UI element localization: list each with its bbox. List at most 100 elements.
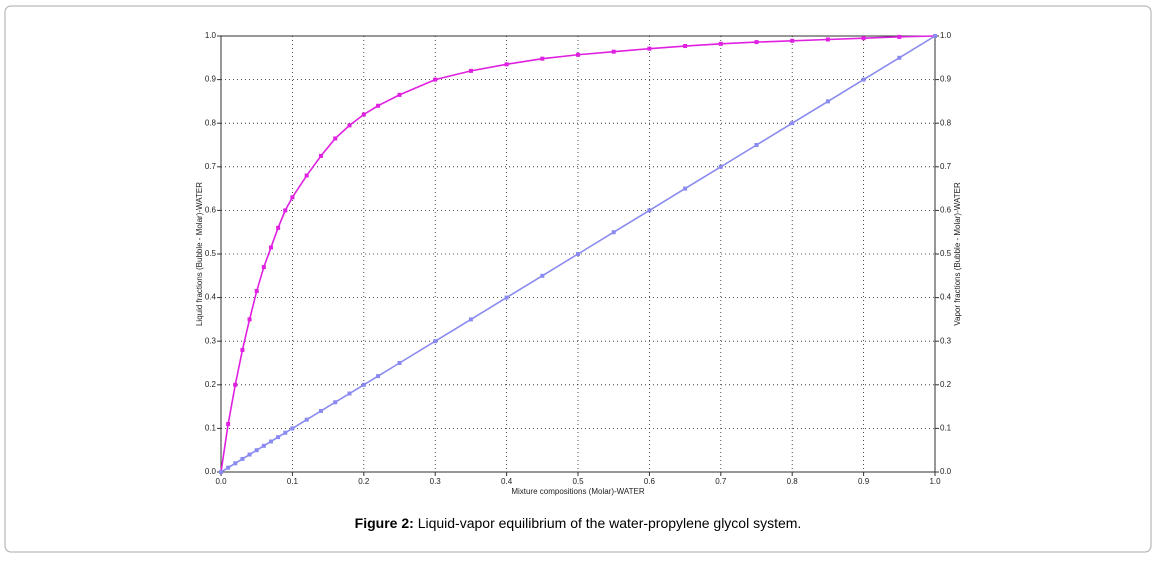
x-tick-label: 0.6 (644, 477, 656, 486)
x-tick-label: 0.5 (572, 477, 584, 486)
point-marker (647, 46, 652, 51)
point-marker (468, 68, 473, 73)
point-marker (276, 225, 281, 230)
point-marker (219, 470, 223, 474)
point-marker (861, 36, 866, 41)
point-marker (504, 62, 509, 67)
y-tick-label: 0.6 (205, 206, 217, 215)
y2-tick-label: 0.2 (940, 380, 952, 389)
y-tick-label: 0.8 (205, 118, 217, 127)
point-marker (261, 443, 266, 448)
x-tick-label: 0.7 (715, 477, 727, 486)
point-marker (790, 38, 795, 43)
point-marker (254, 448, 259, 453)
point-marker (576, 252, 580, 256)
point-marker (433, 77, 438, 82)
caption-text: Liquid-vapor equilibrium of the water-pr… (418, 515, 802, 531)
x-axis-label: Mixture compositions (Molar)-WATER (511, 487, 645, 496)
point-marker (290, 195, 295, 200)
x-tick-label: 0.3 (430, 477, 442, 486)
point-marker (647, 208, 652, 213)
point-marker (347, 391, 352, 396)
y-tick-label: 1.0 (205, 31, 217, 40)
caption: Figure 2: Liquid-vapor equilibrium of th… (355, 515, 802, 531)
y2-tick-label: 1.0 (940, 31, 952, 40)
point-marker (347, 123, 352, 128)
x-tick-label: 0.2 (358, 477, 370, 486)
point-marker (611, 49, 616, 54)
point-marker (504, 295, 509, 300)
y-tick-label: 0.5 (205, 249, 217, 258)
point-marker (825, 99, 830, 104)
point-marker (933, 34, 937, 38)
point-marker (240, 347, 245, 352)
point-marker (283, 208, 288, 213)
y2-tick-label: 0.4 (940, 293, 952, 302)
point-marker (247, 317, 252, 322)
point-marker (233, 461, 238, 466)
point-marker (240, 456, 245, 461)
point-marker (361, 112, 366, 117)
y-tick-label: 0.3 (205, 336, 217, 345)
point-marker (897, 34, 902, 39)
point-marker (540, 56, 545, 61)
point-marker (290, 426, 295, 431)
point-marker (318, 153, 323, 158)
y2-tick-label: 0.8 (940, 118, 952, 127)
point-marker (790, 121, 795, 126)
point-marker (754, 40, 759, 45)
y2-tick-label: 0.5 (940, 249, 952, 258)
point-marker (226, 422, 231, 427)
point-marker (397, 92, 402, 97)
point-marker (261, 265, 266, 270)
point-marker (540, 273, 545, 278)
point-marker (304, 417, 309, 422)
caption-label: Figure 2: (355, 515, 414, 531)
point-marker (268, 439, 273, 444)
point-marker (718, 164, 723, 169)
y-tick-label: 0.9 (205, 75, 217, 84)
x-tick-label: 1.0 (929, 477, 941, 486)
point-marker (376, 374, 381, 379)
y2-tick-label: 0.0 (940, 467, 952, 476)
point-marker (897, 55, 902, 60)
y-tick-label: 0.2 (205, 380, 217, 389)
point-marker (433, 339, 438, 344)
x-tick-label: 0.0 (215, 477, 227, 486)
point-marker (318, 408, 323, 413)
point-marker (304, 173, 309, 178)
point-marker (254, 289, 259, 294)
y2-tick-label: 0.1 (940, 424, 952, 433)
point-marker (276, 435, 281, 440)
x-tick-label: 0.4 (501, 477, 513, 486)
y-tick-label: 0.0 (205, 467, 217, 476)
point-marker (861, 77, 866, 82)
x-tick-label: 0.1 (287, 477, 299, 486)
y2-tick-label: 0.6 (940, 206, 952, 215)
point-marker (247, 452, 252, 457)
point-marker (283, 430, 288, 435)
point-marker (268, 245, 273, 250)
point-marker (576, 52, 580, 57)
y-tick-label: 0.7 (205, 162, 217, 171)
point-marker (754, 143, 759, 147)
point-marker (611, 230, 616, 235)
y2-tick-label: 0.3 (940, 336, 952, 345)
y2-axis-label: Vapor fractions (Bubble - Molar)-WATER (953, 182, 962, 326)
point-marker (397, 361, 402, 365)
point-marker (683, 186, 688, 191)
y-tick-label: 0.4 (205, 293, 217, 302)
point-marker (376, 103, 381, 108)
y2-tick-label: 0.7 (940, 162, 952, 171)
point-marker (683, 44, 688, 49)
figure-frame (4, 5, 1152, 553)
point-marker (468, 317, 473, 322)
x-tick-label: 0.8 (787, 477, 799, 486)
y-axis-label: Liquid fractions (Bubble - Molar)-WATER (195, 182, 204, 326)
y-tick-label: 0.1 (205, 424, 217, 433)
point-marker (233, 382, 238, 387)
y2-tick-label: 0.9 (940, 75, 952, 84)
point-marker (226, 465, 231, 470)
point-marker (333, 400, 338, 405)
